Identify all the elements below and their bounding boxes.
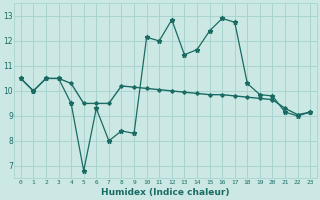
X-axis label: Humidex (Indice chaleur): Humidex (Indice chaleur)	[101, 188, 230, 197]
